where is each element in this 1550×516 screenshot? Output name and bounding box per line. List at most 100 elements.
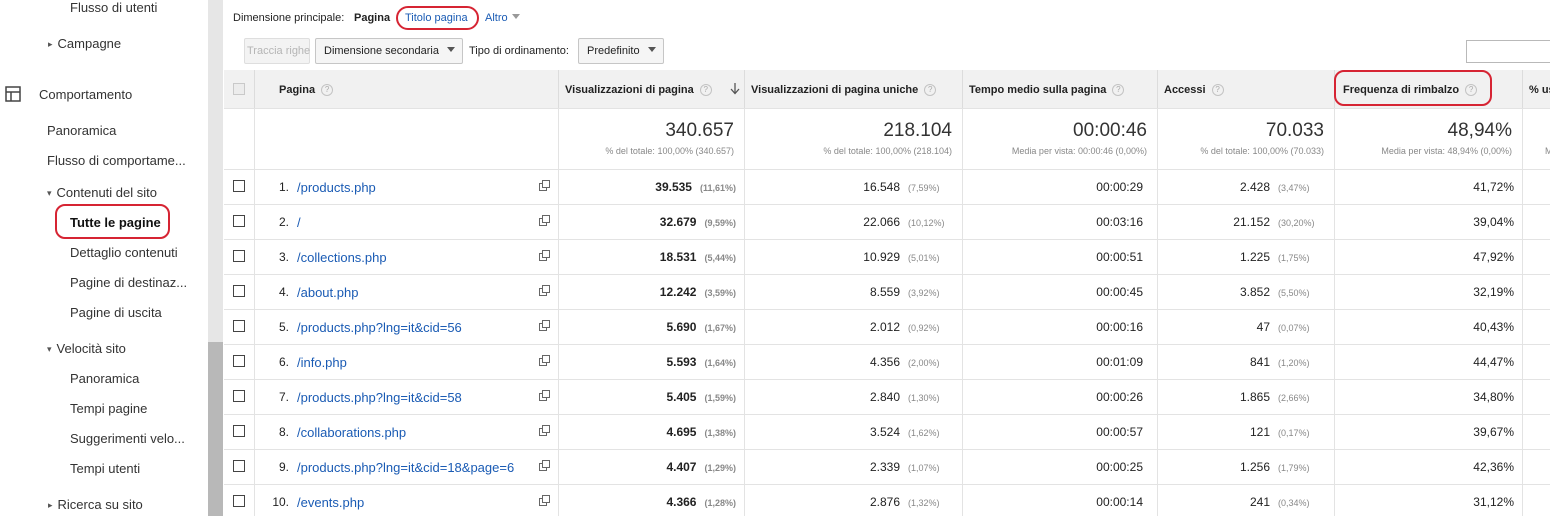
help-icon[interactable]: ? xyxy=(1465,84,1478,96)
page-cell: 7. /products.php?lng=it&cid=58 xyxy=(255,380,559,414)
sidebar-item-dettaglio-contenuti[interactable]: Dettaglio contenuti xyxy=(70,245,178,260)
table-row[interactable]: 2. / 32.679 (9,59%) 22.066 (10,12%) 00:03:16 21… xyxy=(224,205,1550,240)
page-link[interactable]: /collections.php xyxy=(297,250,387,265)
open-in-new-icon[interactable] xyxy=(539,425,550,436)
entrances-value: 21.152 xyxy=(1233,215,1270,229)
table-row[interactable]: 3. /collections.php 18.531 (5,44%) 10.929 (5,… xyxy=(224,240,1550,275)
open-in-new-icon[interactable] xyxy=(539,320,550,331)
sidebar-item-flusso-comportamento[interactable]: Flusso di comportame... xyxy=(47,153,186,168)
row-rank: 4. xyxy=(278,285,289,299)
avg-time-cell: 00:00:57 xyxy=(963,415,1158,449)
total-subtext: Media per vista: 00:00:46 (0,00%) xyxy=(1011,146,1147,156)
page-link[interactable]: /info.php xyxy=(297,355,347,370)
sidebar-item-comportamento[interactable]: Comportamento xyxy=(39,87,133,102)
secondary-dimension-dropdown[interactable]: Dimensione secondaria xyxy=(315,38,463,64)
dimension-other-dropdown[interactable]: Altro xyxy=(485,12,520,24)
sidebar-item-suggerimenti-velocita[interactable]: Suggerimenti velo... xyxy=(70,431,185,446)
table-row[interactable]: 1. /products.php 39.535 (11,61%) 16.548 (7,59… xyxy=(224,170,1550,205)
sidebar-item-tempi-pagine[interactable]: Tempi pagine xyxy=(70,401,148,416)
open-in-new-icon[interactable] xyxy=(539,215,550,226)
page-link[interactable]: /products.php?lng=it&cid=56 xyxy=(297,320,462,335)
row-rank: 7. xyxy=(278,390,289,404)
help-icon[interactable]: ? xyxy=(699,84,712,96)
header-label: Visualizzazioni di pagina xyxy=(565,84,694,96)
table-row[interactable]: 5. /products.php?lng=it&cid=56 5.690 (1,67%… xyxy=(224,310,1550,345)
sidebar-item-contenuti-sito[interactable]: ▾ Contenuti del sito xyxy=(47,185,157,200)
row-checkbox[interactable] xyxy=(233,495,245,507)
open-in-new-icon[interactable] xyxy=(539,495,550,506)
page-link[interactable]: /events.php xyxy=(297,495,365,510)
unique-pageviews-percent: (5,01%) xyxy=(908,253,940,263)
sidebar-item-ricerca-sito[interactable]: ▸ Ricerca su sito xyxy=(48,497,143,512)
table-row[interactable]: 10. /events.php 4.366 (1,28%) 2.876 (1,32%) 00… xyxy=(224,485,1550,516)
table-row[interactable]: 9. /products.php?lng=it&cid=18&page=6 4.40… xyxy=(224,450,1550,485)
dimension-page-selected[interactable]: Pagina xyxy=(354,12,391,24)
header-exit-pct[interactable]: % us xyxy=(1523,70,1550,108)
entrances-cell: 2.428 (3,47%) xyxy=(1158,170,1335,204)
sidebar-item-tempi-utenti[interactable]: Tempi utenti xyxy=(70,461,141,476)
row-checkbox[interactable] xyxy=(233,390,245,402)
sidebar-scrollbar-thumb[interactable] xyxy=(208,342,223,516)
open-in-new-icon[interactable] xyxy=(539,180,550,191)
select-all-checkbox[interactable] xyxy=(233,83,245,95)
help-icon[interactable]: ? xyxy=(924,84,937,96)
sidebar-item-pagine-destinazione[interactable]: Pagine di destinaz... xyxy=(70,275,188,290)
header-bounce-rate[interactable]: Frequenza di rimbalzo? xyxy=(1335,70,1523,108)
table-row[interactable]: 4. /about.php 12.242 (3,59%) 8.559 (3,92%) 00:… xyxy=(224,275,1550,310)
avg-time-value: 00:00:14 xyxy=(1096,495,1143,509)
sidebar-item-panoramica[interactable]: Panoramica xyxy=(47,123,117,138)
header-entrances[interactable]: Accessi? xyxy=(1158,70,1335,108)
row-checkbox-cell xyxy=(224,415,255,449)
table-row[interactable]: 6. /info.php 5.593 (1,64%) 4.356 (2,00%) 00:01… xyxy=(224,345,1550,380)
header-page[interactable]: Pagina? xyxy=(255,70,559,108)
row-checkbox[interactable] xyxy=(233,250,245,262)
page-link[interactable]: /products.php?lng=it&cid=18&page=6 xyxy=(297,460,515,475)
exit-pct-cell xyxy=(1523,170,1550,204)
entrances-value: 47 xyxy=(1256,320,1270,334)
exit-pct-cell xyxy=(1523,415,1550,449)
page-link[interactable]: /products.php?lng=it&cid=58 xyxy=(297,390,462,405)
help-icon[interactable]: ? xyxy=(321,84,334,96)
entrances-value: 1.256 xyxy=(1239,460,1270,474)
page-link[interactable]: /collaborations.php xyxy=(297,425,407,440)
header-unique-pageviews[interactable]: Visualizzazioni di pagina uniche? xyxy=(745,70,963,108)
unique-pageviews-value: 4.356 xyxy=(869,355,900,369)
row-checkbox[interactable] xyxy=(233,460,245,472)
sidebar-item-velocita-sito[interactable]: ▾ Velocità sito xyxy=(47,341,126,356)
row-checkbox[interactable] xyxy=(233,285,245,297)
sort-type-dropdown[interactable]: Predefinito xyxy=(578,38,664,64)
table-row[interactable]: 8. /collaborations.php 4.695 (1,38%) 3.524 (1… xyxy=(224,415,1550,450)
sidebar-item-tutte-le-pagine[interactable]: Tutte le pagine xyxy=(70,215,161,230)
open-in-new-icon[interactable] xyxy=(539,355,550,366)
table-search-input[interactable] xyxy=(1466,40,1550,63)
row-checkbox[interactable] xyxy=(233,180,245,192)
bounce-rate-value: 32,19% xyxy=(1473,285,1514,299)
open-in-new-icon[interactable] xyxy=(539,460,550,471)
row-checkbox[interactable] xyxy=(233,320,245,332)
header-pageviews[interactable]: Visualizzazioni di pagina? xyxy=(559,70,745,108)
bounce-rate-cell: 41,72% xyxy=(1335,170,1523,204)
open-in-new-icon[interactable] xyxy=(539,285,550,296)
sidebar-item-campagne[interactable]: ▸ Campagne xyxy=(48,36,121,51)
row-checkbox[interactable] xyxy=(233,425,245,437)
open-in-new-icon[interactable] xyxy=(539,250,550,261)
sidebar-item-flusso-utenti[interactable]: Flusso di utenti xyxy=(70,0,158,15)
bounce-rate-value: 44,47% xyxy=(1473,355,1514,369)
help-icon[interactable]: ? xyxy=(1211,84,1224,96)
table-row[interactable]: 7. /products.php?lng=it&cid=58 5.405 (1,59%… xyxy=(224,380,1550,415)
sort-down-arrow-icon[interactable] xyxy=(730,83,740,95)
sidebar-item-panoramica-velocita[interactable]: Panoramica xyxy=(70,371,140,386)
open-in-new-icon[interactable] xyxy=(539,390,550,401)
sidebar-item-pagine-uscita[interactable]: Pagine di uscita xyxy=(70,305,162,320)
help-icon[interactable]: ? xyxy=(1112,84,1125,96)
plot-rows-button[interactable]: Traccia righe xyxy=(244,38,310,64)
row-checkbox[interactable] xyxy=(233,215,245,227)
page-link[interactable]: /products.php xyxy=(297,180,376,195)
sidebar-item-label: Velocità sito xyxy=(56,341,126,356)
row-checkbox[interactable] xyxy=(233,355,245,367)
avg-time-value: 00:00:29 xyxy=(1096,180,1143,194)
dimension-page-title-link[interactable]: Titolo pagina xyxy=(405,12,468,24)
header-avg-time[interactable]: Tempo medio sulla pagina? xyxy=(963,70,1158,108)
page-link[interactable]: /about.php xyxy=(297,285,359,300)
page-link[interactable]: / xyxy=(297,215,301,230)
